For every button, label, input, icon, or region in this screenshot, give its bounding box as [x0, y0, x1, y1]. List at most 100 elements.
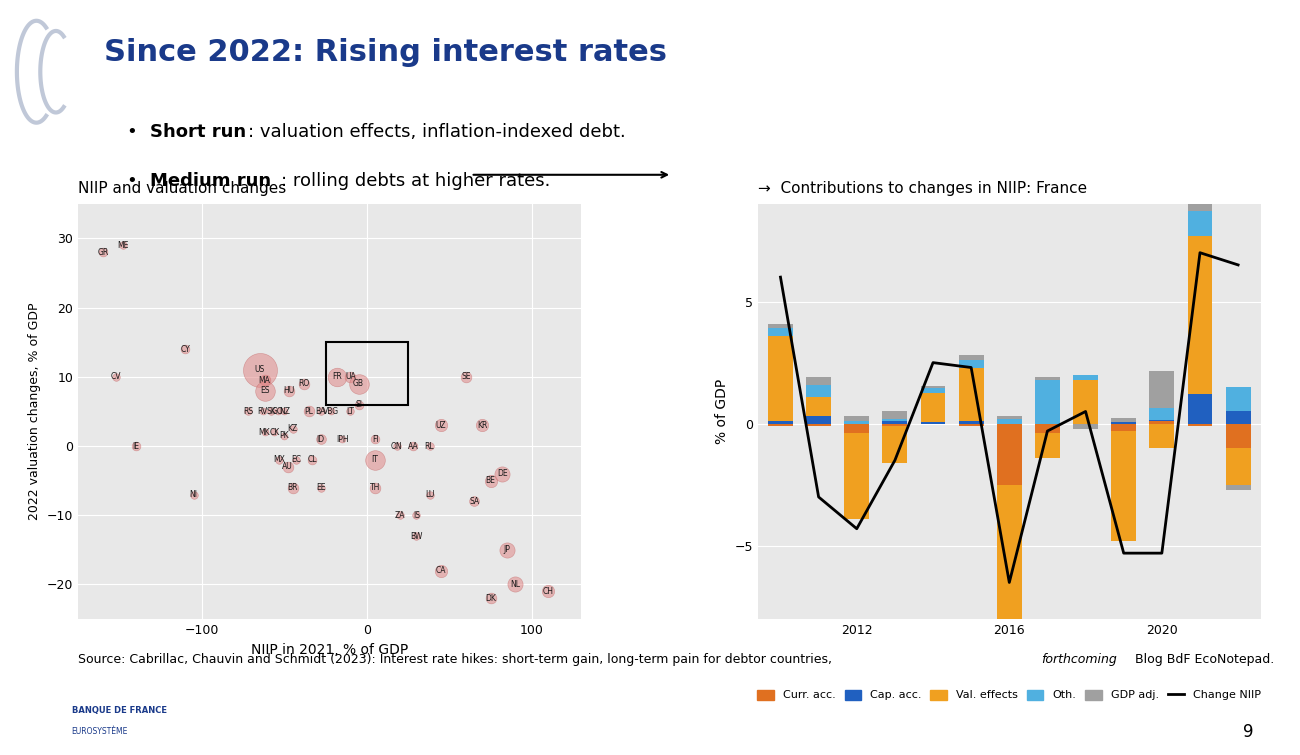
Point — [302, 454, 322, 466]
Text: UA: UA — [344, 372, 356, 381]
Point — [491, 468, 512, 480]
Point — [390, 510, 411, 522]
Text: JP: JP — [503, 545, 511, 554]
Bar — [845, 424, 870, 433]
Text: RS: RS — [243, 407, 254, 416]
Bar — [845, 433, 870, 519]
Point — [311, 482, 332, 494]
Bar — [1226, 387, 1251, 411]
Point — [538, 585, 559, 597]
Text: ID: ID — [317, 435, 325, 444]
Text: MA: MA — [259, 376, 270, 385]
Text: VBG: VBG — [322, 407, 338, 416]
Bar — [1112, 423, 1136, 424]
Bar — [883, 424, 907, 426]
Point — [339, 371, 360, 383]
Text: GB: GB — [354, 379, 364, 388]
Point — [339, 405, 360, 418]
Point — [480, 475, 500, 487]
Text: KZ: KZ — [287, 424, 298, 433]
Text: BW: BW — [411, 532, 422, 541]
Text: : rolling debts at higher rates.: : rolling debts at higher rates. — [281, 171, 551, 190]
Text: EE: EE — [316, 483, 325, 492]
Point — [261, 405, 282, 418]
Bar — [1149, 420, 1174, 421]
Bar — [959, 424, 984, 426]
Text: IS: IS — [413, 511, 420, 519]
Bar — [325, 342, 408, 405]
Point — [332, 433, 352, 445]
Text: AU: AU — [282, 462, 293, 471]
Y-axis label: % of GDP: % of GDP — [715, 379, 729, 444]
Text: ES: ES — [260, 387, 269, 395]
Text: →  Contributions to changes in NIIP: France: → Contributions to changes in NIIP: Fran… — [758, 180, 1087, 196]
Text: SA: SA — [469, 497, 480, 506]
Bar — [1188, 424, 1213, 426]
Point — [472, 419, 493, 431]
Point — [286, 454, 307, 466]
Bar — [1226, 424, 1251, 448]
Bar — [1112, 431, 1136, 541]
Bar — [1226, 485, 1251, 490]
Point — [299, 405, 320, 418]
Bar — [1074, 380, 1098, 424]
Text: TH: TH — [370, 483, 381, 492]
Text: IT: IT — [372, 455, 378, 464]
Bar — [1149, 408, 1174, 420]
Bar — [768, 328, 793, 336]
Y-axis label: 2022 valuation changes, % of GDP: 2022 valuation changes, % of GDP — [29, 303, 42, 520]
Bar — [997, 424, 1022, 485]
Point — [365, 454, 386, 466]
Bar — [1035, 380, 1059, 424]
Point — [268, 405, 289, 418]
Point — [365, 482, 386, 494]
Bar — [1226, 448, 1251, 485]
Text: FI: FI — [372, 435, 378, 444]
Text: 9: 9 — [1243, 723, 1253, 741]
Text: GO: GO — [272, 407, 283, 416]
Legend: Curr. acc., Cap. acc., Val. effects, Oth., GDP adj., Change NIIP: Curr. acc., Cap. acc., Val. effects, Oth… — [753, 686, 1266, 705]
Text: RL: RL — [425, 442, 434, 451]
Point — [455, 371, 476, 383]
Bar — [806, 397, 831, 416]
Point — [277, 461, 298, 473]
Point — [430, 419, 451, 431]
Point — [430, 565, 451, 577]
Text: AA: AA — [408, 442, 419, 451]
Bar — [920, 423, 945, 424]
Bar — [959, 360, 984, 368]
Bar — [997, 416, 1022, 419]
Text: CK: CK — [269, 428, 280, 436]
Text: SK: SK — [266, 407, 276, 416]
Point — [294, 378, 315, 390]
Text: EUROSYSTÈME: EUROSYSTÈME — [72, 727, 127, 735]
Bar — [806, 416, 831, 424]
Point — [254, 385, 274, 397]
Text: NL: NL — [511, 580, 520, 589]
Text: Medium run: Medium run — [150, 171, 270, 190]
Bar — [845, 416, 870, 421]
Bar — [920, 393, 945, 423]
Text: CL: CL — [308, 455, 317, 464]
Text: CY: CY — [181, 345, 190, 353]
Bar — [959, 421, 984, 424]
Point — [406, 510, 426, 522]
Point — [419, 488, 439, 501]
Point — [386, 440, 407, 452]
Bar — [845, 421, 870, 424]
Bar — [768, 421, 793, 424]
Text: ON: ON — [391, 442, 403, 451]
Text: KR: KR — [477, 421, 488, 430]
Point — [274, 405, 295, 418]
Bar — [1149, 371, 1174, 408]
Text: UZ: UZ — [436, 421, 446, 430]
Bar — [883, 426, 907, 463]
Text: Source: Cabrillac, Chauvin and Schmidt (2023): Interest rate hikes: short-term g: Source: Cabrillac, Chauvin and Schmidt (… — [78, 653, 836, 667]
Bar — [1188, 394, 1213, 424]
Bar — [1226, 411, 1251, 424]
Bar — [883, 421, 907, 424]
Text: CV: CV — [111, 372, 121, 381]
Bar — [1035, 424, 1059, 433]
Text: MX: MX — [273, 455, 285, 464]
Text: •: • — [127, 122, 150, 140]
